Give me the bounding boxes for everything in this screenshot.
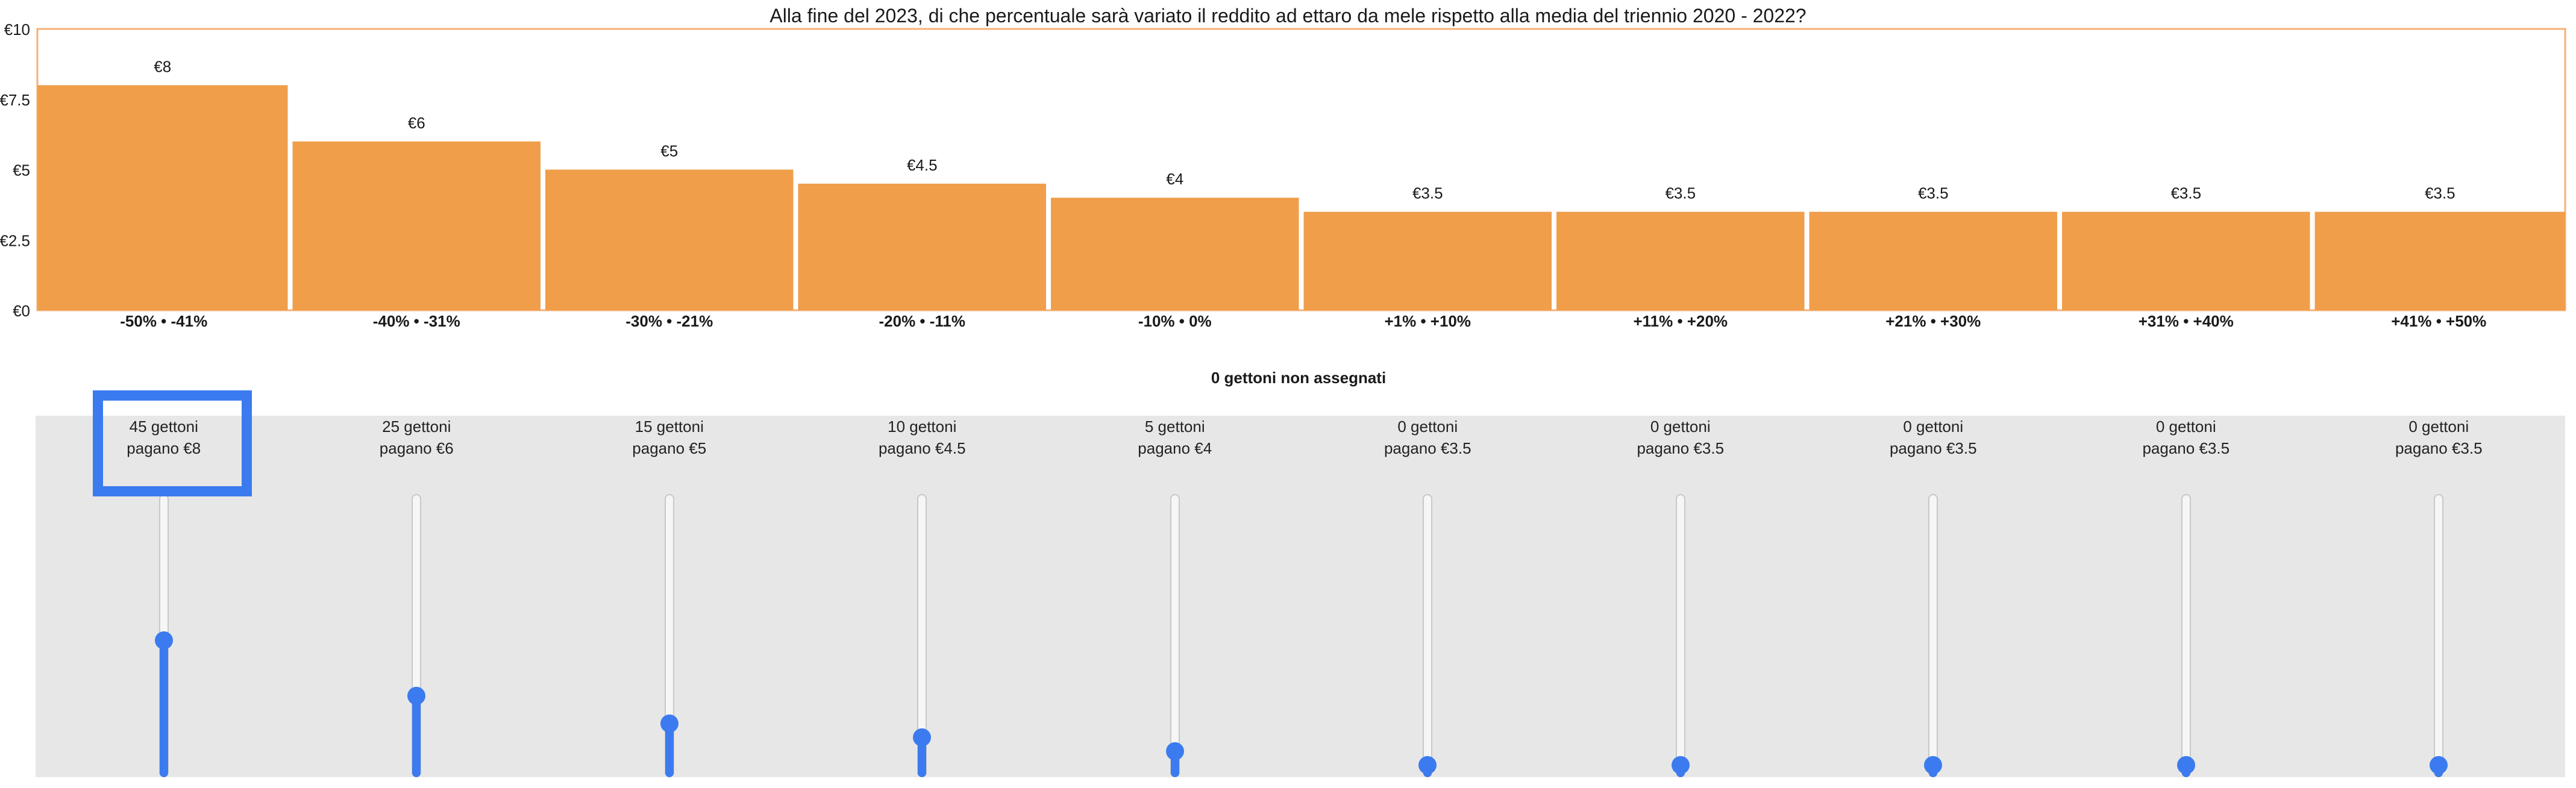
slider-caption: 5 gettoni pagano €4 bbox=[1115, 416, 1235, 459]
bar-value-label: €5 bbox=[660, 142, 678, 160]
slider-fill bbox=[412, 696, 421, 777]
bar-value-label: €3.5 bbox=[2425, 184, 2455, 202]
slider-fill bbox=[918, 737, 927, 777]
slider-thumb[interactable] bbox=[2176, 756, 2195, 774]
slider-caption: 0 gettoni pagano €3.5 bbox=[1367, 416, 1488, 459]
bar-value-label: €3.5 bbox=[1918, 184, 1949, 202]
y-tick-label: €10 bbox=[4, 20, 30, 39]
slider-caption: 0 gettoni pagano €3.5 bbox=[2378, 416, 2499, 459]
x-category-label: -10% • 0% bbox=[1138, 312, 1212, 330]
slider-fill bbox=[159, 640, 168, 777]
y-tick-label: €7.5 bbox=[0, 91, 30, 109]
slider-track[interactable] bbox=[1170, 494, 1180, 777]
payout-label: pagano €4.5 bbox=[878, 439, 966, 457]
x-category-label: +31% • +40% bbox=[2139, 312, 2234, 330]
bar bbox=[2314, 211, 2565, 310]
bar bbox=[1303, 211, 1552, 310]
payout-label: pagano €3.5 bbox=[2395, 439, 2483, 457]
unassigned-tokens-label: 0 gettoni non assegnati bbox=[1211, 369, 1387, 387]
slider-caption: 0 gettoni pagano €3.5 bbox=[1620, 416, 1741, 459]
token-count-label: 0 gettoni bbox=[2408, 417, 2469, 436]
slider-caption: 0 gettoni pagano €3.5 bbox=[2126, 416, 2246, 459]
payout-label: pagano €3.5 bbox=[1384, 439, 1471, 457]
y-tick-label: €0 bbox=[13, 302, 30, 320]
bar-value-label: €4 bbox=[1166, 170, 1183, 188]
histogram-chart: €0 €2.5 €5 €7.5 €10 €8 -50% • -41% €6 -40% • -31… bbox=[0, 20, 2566, 330]
bar-value-label: €4.5 bbox=[907, 156, 938, 174]
slider-caption: 10 gettoni pagano €4.5 bbox=[862, 416, 982, 459]
y-tick-label: €2.5 bbox=[0, 231, 30, 249]
bar bbox=[37, 85, 288, 310]
payout-label: pagano €6 bbox=[379, 439, 454, 457]
x-category-label: +41% • +50% bbox=[2391, 312, 2486, 330]
slider-thumb[interactable] bbox=[154, 631, 173, 649]
chart-title: Alla fine del 2023, di che percentuale s… bbox=[769, 5, 1807, 27]
token-count-label: 0 gettoni bbox=[1650, 417, 1711, 436]
slider-thumb[interactable] bbox=[913, 728, 932, 746]
bar-value-label: €8 bbox=[154, 57, 171, 75]
slider-thumb[interactable] bbox=[1924, 756, 1943, 774]
payout-label: pagano €3.5 bbox=[2142, 439, 2230, 457]
slider-track[interactable] bbox=[2181, 494, 2191, 777]
x-category-label: -50% • -41% bbox=[120, 312, 207, 330]
x-category-label: +11% • +20% bbox=[1633, 312, 1728, 330]
token-count-label: 10 gettoni bbox=[888, 417, 957, 436]
x-category-label: -30% • -21% bbox=[625, 312, 713, 330]
x-category-label: -40% • -31% bbox=[373, 312, 460, 330]
payout-label: pagano €4 bbox=[1138, 439, 1212, 457]
bar-value-label: €3.5 bbox=[1665, 184, 1696, 202]
slider-caption: 0 gettoni pagano €3.5 bbox=[1873, 416, 1993, 459]
bar bbox=[1556, 211, 1805, 310]
bar bbox=[292, 141, 541, 311]
slider-track[interactable] bbox=[2434, 494, 2444, 777]
slider-caption: 45 gettoni pagano €8 bbox=[104, 416, 224, 459]
slider-track[interactable] bbox=[1928, 494, 1938, 777]
x-category-label: +21% • +30% bbox=[1885, 312, 1981, 330]
bar-value-label: €3.5 bbox=[2170, 184, 2201, 202]
slider-thumb[interactable] bbox=[1418, 756, 1437, 774]
slider-thumb[interactable] bbox=[1671, 756, 1690, 774]
bar bbox=[1051, 198, 1299, 310]
payout-label: pagano €3.5 bbox=[1889, 439, 1977, 457]
slider-thumb[interactable] bbox=[407, 687, 426, 705]
slider-caption: 15 gettoni pagano €5 bbox=[609, 416, 730, 459]
token-count-label: 15 gettoni bbox=[635, 417, 704, 436]
payout-label: pagano €8 bbox=[127, 439, 201, 457]
bar bbox=[545, 169, 794, 310]
slider-panel bbox=[36, 416, 2565, 777]
bar bbox=[798, 183, 1046, 310]
token-count-label: 0 gettoni bbox=[1903, 417, 1964, 436]
slider-thumb[interactable] bbox=[2430, 756, 2448, 774]
token-count-label: 0 gettoni bbox=[1397, 417, 1458, 436]
token-count-label: 5 gettoni bbox=[1144, 417, 1205, 436]
bar bbox=[2062, 211, 2310, 310]
token-count-label: 25 gettoni bbox=[382, 417, 451, 436]
focused-slider-highlight bbox=[93, 390, 252, 496]
bar-value-label: €6 bbox=[408, 114, 425, 132]
payout-label: pagano €5 bbox=[632, 439, 707, 457]
slider-caption: 25 gettoni pagano €6 bbox=[356, 416, 477, 459]
slider-track[interactable] bbox=[1675, 494, 1685, 777]
slider-thumb[interactable] bbox=[1165, 742, 1184, 760]
x-category-label: -20% • -11% bbox=[879, 312, 965, 330]
slider-track[interactable] bbox=[1423, 494, 1433, 777]
payout-label: pagano €3.5 bbox=[1637, 439, 1725, 457]
y-tick-label: €5 bbox=[13, 161, 30, 180]
token-count-label: 45 gettoni bbox=[129, 417, 198, 436]
x-category-label: +1% • +10% bbox=[1384, 312, 1471, 330]
slider-fill bbox=[665, 724, 674, 777]
bar bbox=[1809, 211, 2057, 310]
slider-thumb[interactable] bbox=[660, 715, 678, 733]
token-count-label: 0 gettoni bbox=[2155, 417, 2216, 436]
bar-value-label: €3.5 bbox=[1412, 184, 1443, 202]
